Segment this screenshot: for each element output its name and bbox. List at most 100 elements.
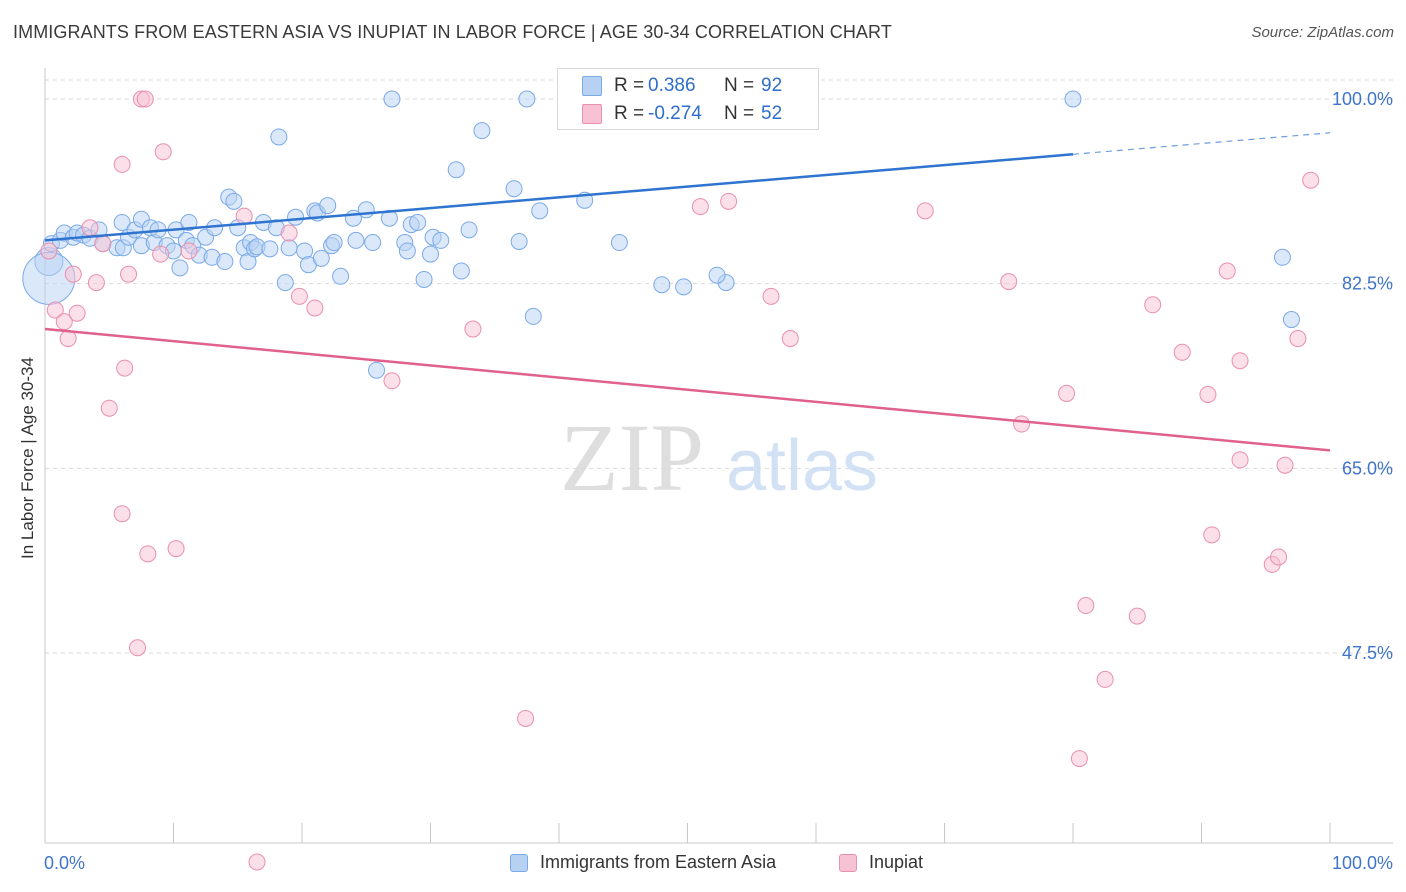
point-inupiat (1276, 456, 1294, 474)
point-eastern-asia (312, 249, 330, 267)
point-inupiat (1231, 352, 1249, 370)
point-inupiat (235, 207, 253, 225)
point-inupiat (152, 245, 170, 263)
y-tick-label: 47.5% (1342, 643, 1393, 663)
point-eastern-asia (409, 213, 427, 231)
point-eastern-asia (319, 197, 337, 215)
point-inupiat (1070, 750, 1088, 768)
point-eastern-asia (113, 213, 131, 231)
point-eastern-asia (510, 232, 528, 250)
point-eastern-asia (171, 259, 189, 277)
point-inupiat (1144, 296, 1162, 314)
point-inupiat (154, 143, 172, 161)
point-inupiat (1302, 171, 1320, 189)
point-eastern-asia (415, 270, 433, 288)
point-eastern-asia (364, 234, 382, 252)
y-tick-label: 65.0% (1342, 458, 1393, 478)
n-label: N = (724, 75, 755, 96)
point-eastern-asia (675, 278, 693, 296)
chart-title: IMMIGRANTS FROM EASTERN ASIA VS INUPIAT … (13, 22, 892, 42)
legend-label: Immigrants from Eastern Asia (540, 852, 777, 872)
point-inupiat (81, 219, 99, 237)
legend-label: Inupiat (869, 852, 924, 872)
point-eastern-asia (368, 361, 386, 379)
n-value: 92 (761, 75, 783, 96)
point-inupiat (691, 198, 709, 216)
point-inupiat (46, 301, 64, 319)
point-inupiat (139, 545, 157, 563)
point-eastern-asia (357, 201, 375, 219)
point-eastern-asia (225, 192, 243, 210)
point-eastern-asia (1273, 248, 1291, 266)
point-inupiat (1199, 385, 1217, 403)
point-eastern-asia (452, 262, 470, 280)
point-eastern-asia (473, 122, 491, 140)
point-eastern-asia (610, 234, 628, 252)
stats-legend: R = 0.386 N = 92 R = -0.274 N = 52 (557, 68, 819, 130)
point-inupiat (248, 853, 266, 871)
point-eastern-asia (460, 221, 478, 239)
point-eastern-asia (505, 180, 523, 198)
point-inupiat (1218, 262, 1236, 280)
point-inupiat (87, 274, 105, 292)
point-inupiat (464, 320, 482, 338)
point-eastern-asia (518, 90, 536, 108)
point-eastern-asia (216, 253, 234, 271)
point-eastern-asia (347, 231, 365, 249)
point-inupiat (762, 287, 780, 305)
point-inupiat (120, 265, 138, 283)
trend-line-eastern-asia-extension (1072, 132, 1331, 155)
point-inupiat (113, 155, 131, 173)
point-inupiat (1128, 607, 1146, 625)
point-inupiat (720, 192, 738, 210)
point-inupiat (136, 90, 154, 108)
x-tick-label: 0.0% (44, 853, 85, 873)
point-eastern-asia (261, 240, 279, 258)
r-value: -0.274 (648, 103, 702, 124)
point-eastern-asia (447, 161, 465, 179)
point-inupiat (1289, 330, 1307, 348)
chart-source: Source: ZipAtlas.com (1251, 24, 1394, 41)
points-layer (22, 90, 1320, 871)
n-label: N = (724, 103, 755, 124)
point-inupiat (167, 540, 185, 558)
point-inupiat (1173, 343, 1191, 361)
point-inupiat (1231, 451, 1249, 469)
stats-row-inupiat: R = -0.274 N = 52 (582, 103, 782, 125)
point-eastern-asia (270, 128, 288, 146)
r-label: R = (614, 75, 645, 96)
point-inupiat (94, 235, 112, 253)
point-inupiat (1096, 670, 1114, 688)
stats-row-eastern-asia: R = 0.386 N = 92 (582, 75, 782, 97)
point-inupiat (1270, 548, 1288, 566)
point-eastern-asia (180, 213, 198, 231)
n-value: 52 (761, 103, 783, 124)
legend-item-eastern-asia[interactable]: Immigrants from Eastern Asia (510, 852, 776, 873)
legend-item-inupiat[interactable]: Inupiat (839, 852, 923, 873)
point-eastern-asia (422, 245, 439, 263)
point-eastern-asia (280, 239, 298, 257)
point-inupiat (1058, 384, 1076, 402)
point-inupiat (68, 304, 86, 322)
point-inupiat (1203, 526, 1221, 544)
watermark-atlas: atlas (726, 426, 878, 506)
legend-swatch-eastern-asia (510, 853, 528, 872)
point-eastern-asia (432, 231, 450, 249)
trend-layer (44, 132, 1331, 452)
point-inupiat (280, 224, 298, 242)
trend-line-eastern-asia (44, 153, 1074, 242)
x-tick-label: 100.0% (1332, 853, 1393, 873)
point-inupiat (100, 399, 118, 417)
watermark: ZIP atlas (560, 404, 878, 511)
trend-line-inupiat (44, 327, 1331, 452)
point-inupiat (116, 359, 134, 377)
point-eastern-asia (1282, 311, 1300, 329)
point-eastern-asia (332, 267, 350, 285)
point-inupiat (113, 505, 131, 523)
point-inupiat (517, 709, 535, 727)
point-eastern-asia (287, 208, 305, 226)
point-eastern-asia (531, 202, 549, 220)
point-inupiat (306, 299, 324, 317)
point-eastern-asia (398, 242, 416, 260)
